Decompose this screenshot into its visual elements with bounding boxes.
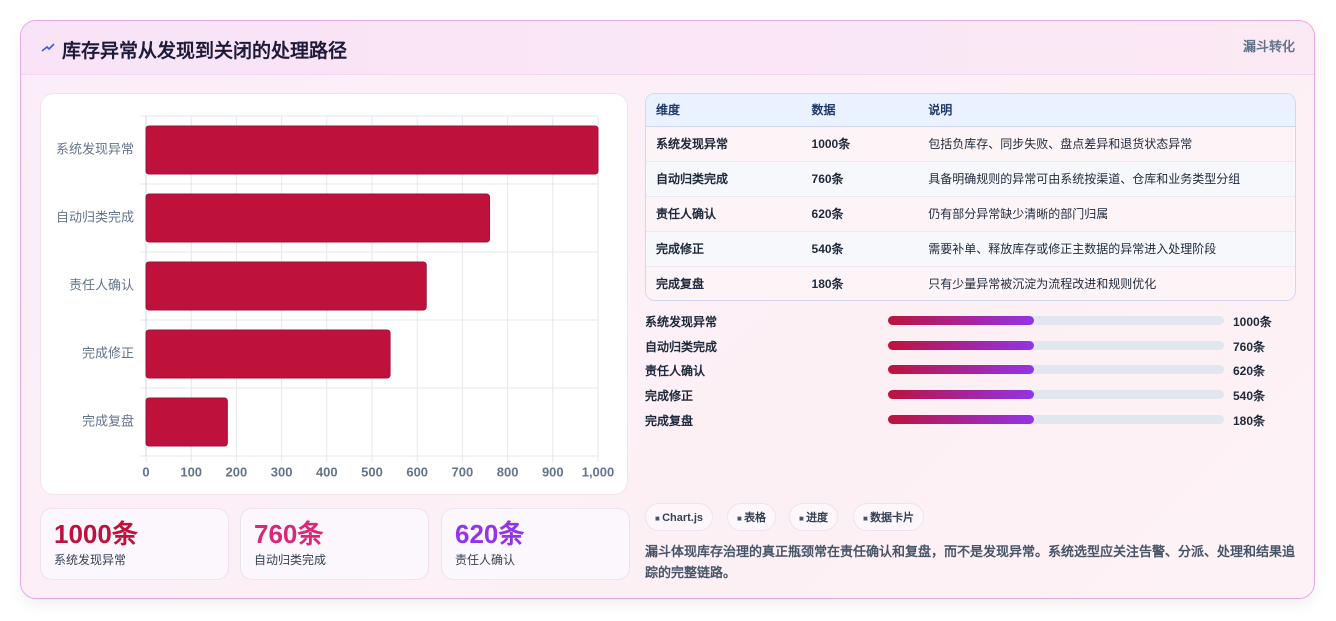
progress-value: 620条 xyxy=(1233,364,1266,379)
progress-label: 完成修正 xyxy=(645,389,694,404)
table-cell: 责任人确认 xyxy=(646,196,802,232)
progress-track xyxy=(888,365,1224,375)
progress-fill xyxy=(888,316,1034,325)
x-tick-label: 600 xyxy=(406,464,428,479)
progress-value: 1000条 xyxy=(1233,315,1272,329)
progress-fill xyxy=(888,365,1034,375)
progress-label: 责任人确认 xyxy=(645,364,706,379)
stat-value: 1000条 xyxy=(54,519,138,549)
x-tick-label: 700 xyxy=(452,464,474,479)
x-tick-label: 0 xyxy=(142,464,149,479)
y-tick-label: 责任人确认 xyxy=(69,277,134,292)
progress-fill xyxy=(888,414,1034,424)
chart: 0 100 200 300 400 500 600 700 800 900 1,000 系统发现异常自… xyxy=(56,115,615,479)
x-tick-label: 800 xyxy=(497,464,519,479)
stat-card: 760条自动归类完成 xyxy=(240,508,429,580)
bar xyxy=(145,125,599,175)
table-grid: 维度 数据 说明 系统发现异常 1000条 包括负库存、同步失败、盘点差异和退货状态异常自… xyxy=(646,94,1295,300)
progress-fill xyxy=(888,340,1034,350)
stat-label: 责任人确认 xyxy=(455,553,516,567)
progress-label: 系统发现异常 xyxy=(645,315,718,329)
x-tick-label: 500 xyxy=(361,464,383,479)
table-header: 维度 xyxy=(646,94,802,127)
table-cell: 需要补单、释放库存或修正主数据的异常进入处理阶段 xyxy=(918,231,1295,267)
stat-card: 620条责任人确认 xyxy=(441,508,630,580)
bar xyxy=(145,329,391,379)
table-cell: 系统发现异常 xyxy=(646,126,802,162)
table-cell: 仍有部分异常缺少清晰的部门归属 xyxy=(918,196,1295,232)
table-cell: 180条 xyxy=(801,266,919,300)
bar xyxy=(145,193,491,243)
header xyxy=(21,21,1314,75)
table-cell: 自动归类完成 xyxy=(646,161,802,197)
x-tick-label: 200 xyxy=(226,464,248,479)
chart-panel: 0 100 200 300 400 500 600 700 800 900 1,000 系统发现异常自… xyxy=(40,93,628,495)
badge: 漏斗转化 xyxy=(1243,39,1296,54)
table-row: 完成复盘 180条 只有少量异常被沉淀为流程改进和规则优化 xyxy=(646,266,1295,300)
stat-card: 1000条系统发现异常 xyxy=(40,508,229,580)
y-tick-label: 完成复盘 xyxy=(82,413,134,428)
note: 漏斗体现库存治理的真正瓶颈常在责任确认和复盘，而不是发现异常。系统选型应关注告警… xyxy=(645,544,1296,580)
progress-label: 自动归类完成 xyxy=(645,339,718,354)
progress-track xyxy=(888,414,1224,424)
table-row: 完成修正 540条 需要补单、释放库存或修正主数据的异常进入处理阶段 xyxy=(646,231,1295,267)
progress-value: 540条 xyxy=(1233,389,1266,404)
title: 库存异常从发现到关闭的处理路径 xyxy=(62,41,348,62)
table-cell: 完成修正 xyxy=(646,231,802,267)
table-row: 责任人确认 620条 仍有部分异常缺少清晰的部门归属 xyxy=(646,196,1295,232)
y-tick-label: 自动归类完成 xyxy=(56,209,134,224)
y-tick-label: 系统发现异常 xyxy=(56,141,134,156)
tag[interactable]: 表格 xyxy=(727,503,777,531)
stat-label: 自动归类完成 xyxy=(254,553,327,567)
table-cell: 540条 xyxy=(801,231,919,267)
tag[interactable]: 进度 xyxy=(789,503,839,531)
x-tick-label: 400 xyxy=(316,464,338,479)
x-tick-label: 900 xyxy=(542,464,564,479)
table-cell: 具备明确规则的异常可由系统按渠道、仓库和业务类型分组 xyxy=(918,161,1295,197)
stat-value: 620条 xyxy=(455,519,525,549)
tag[interactable]: 数据卡片 xyxy=(853,503,925,531)
x-tick-label: 100 xyxy=(180,464,202,479)
progress-track xyxy=(888,340,1224,350)
table-cell: 1000条 xyxy=(801,126,919,162)
x-tick-label: 300 xyxy=(271,464,293,479)
table-cell: 620条 xyxy=(801,196,919,232)
table: 维度 数据 说明 系统发现异常 1000条 包括负库存、同步失败、盘点差异和退货状态异常自… xyxy=(645,93,1296,301)
table-cell: 包括负库存、同步失败、盘点差异和退货状态异常 xyxy=(918,126,1295,162)
table-header: 数据 xyxy=(801,94,919,127)
bar xyxy=(145,397,228,447)
table-cell: 完成复盘 xyxy=(646,266,802,300)
progress-track xyxy=(888,390,1224,400)
progress-fill xyxy=(888,390,1034,400)
table-cell: 只有少量异常被沉淀为流程改进和规则优化 xyxy=(918,266,1295,300)
progress-label: 完成复盘 xyxy=(645,413,694,428)
stat-label: 系统发现异常 xyxy=(54,553,127,567)
x-tick-label: 1,000 xyxy=(582,464,615,479)
tag[interactable]: Chart.js xyxy=(645,503,714,531)
stat-value: 760条 xyxy=(254,519,324,549)
table-cell: 760条 xyxy=(801,161,919,197)
table-row: 系统发现异常 1000条 包括负库存、同步失败、盘点差异和退货状态异常 xyxy=(646,126,1295,162)
icon xyxy=(41,43,55,52)
bar xyxy=(145,261,427,311)
progress-value: 760条 xyxy=(1233,339,1266,354)
progress-track xyxy=(888,316,1224,325)
table-row: 自动归类完成 760条 具备明确规则的异常可由系统按渠道、仓库和业务类型分组 xyxy=(646,161,1295,197)
y-tick-label: 完成修正 xyxy=(82,345,134,360)
table-header: 说明 xyxy=(918,94,1295,127)
progress-value: 180条 xyxy=(1233,413,1266,428)
